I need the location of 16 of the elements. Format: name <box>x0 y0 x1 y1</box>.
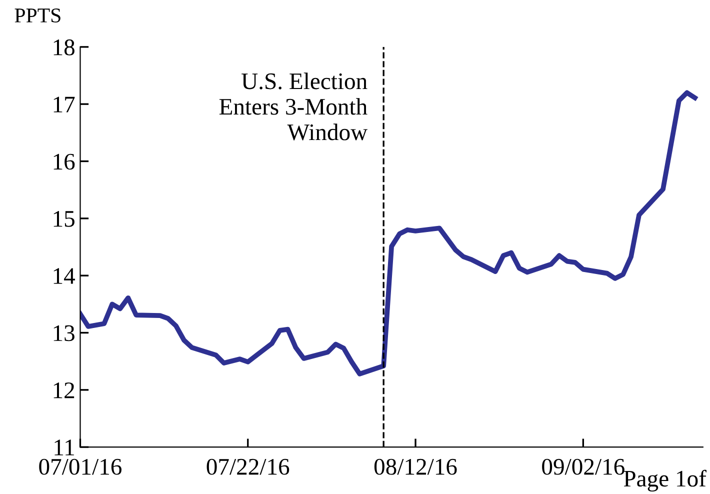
x-tick-label: 09/02/16 <box>542 458 624 475</box>
y-tick-label: 15 <box>54 211 74 227</box>
y-tick-label: 14 <box>54 268 75 284</box>
x-tick-label: 07/01/16 <box>39 458 122 475</box>
y-tick-label: 17 <box>54 96 75 112</box>
line-series <box>80 90 698 376</box>
y-tick-label: 18 <box>54 39 74 56</box>
text: Page 1of <box>624 470 706 492</box>
y-axis-title: PPTS <box>14 8 60 23</box>
x-tick-label: 08/12/16 <box>374 458 457 475</box>
y-tick-label: 16 <box>54 154 75 170</box>
y-tick-label: 11 <box>54 440 74 456</box>
y-tick-label: 12 <box>54 382 74 398</box>
y-tick-label: 13 <box>54 325 74 342</box>
ref-line-label: U.S. Election Enters 3-Month Window <box>219 72 368 140</box>
x-tick-label: 07/22/16 <box>206 458 290 475</box>
